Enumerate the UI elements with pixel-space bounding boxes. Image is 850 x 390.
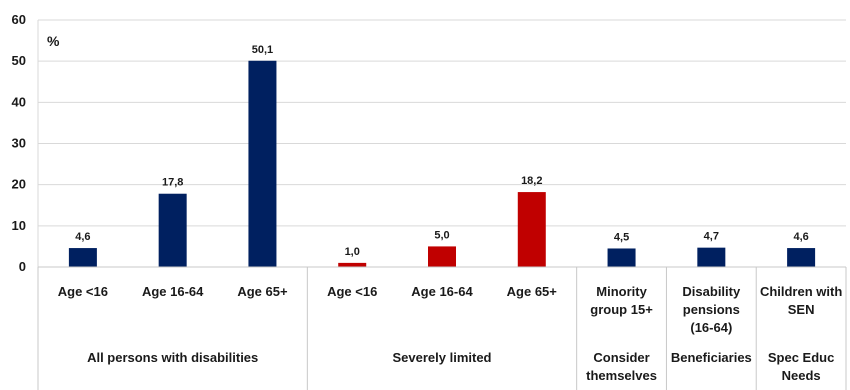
- bars: [68, 60, 816, 267]
- y-tick-label: 60: [12, 12, 26, 27]
- group-label: Spec Educ: [768, 350, 834, 365]
- x-category-label: Age 16-64: [411, 284, 473, 299]
- y-tick-label: 40: [12, 94, 26, 109]
- data-label: 4,6: [793, 231, 808, 243]
- data-label: 4,6: [75, 231, 90, 243]
- bar: [428, 246, 456, 267]
- x-category-label: Age 65+: [237, 284, 288, 299]
- x-category-label: Disability: [682, 284, 741, 299]
- group-label: Beneficiaries: [671, 350, 752, 365]
- bar: [607, 248, 636, 267]
- data-label: 5,0: [434, 229, 449, 241]
- bar: [248, 60, 277, 267]
- data-label: 1,0: [345, 246, 360, 258]
- data-label: 4,5: [614, 231, 629, 243]
- x-axis: Age <16 Age 16-64 Age 65+ Age <16 Age 16-64 A…: [37, 266, 847, 390]
- x-category-label: group 15+: [590, 302, 653, 317]
- data-label: 17,8: [162, 177, 183, 189]
- y-tick-label: 30: [12, 136, 26, 151]
- x-category-label: Children with: [760, 284, 842, 299]
- y-axis: 0 10 20 30 40 50 60: [12, 12, 39, 274]
- data-labels: 4,6 17,8 50,1 1,0 5,0 18,2 4,5 4,7 4,6: [75, 44, 809, 258]
- y-tick-label: 10: [12, 218, 26, 233]
- bar: [68, 248, 97, 267]
- data-label: 4,7: [704, 231, 719, 243]
- data-label: 18,2: [521, 175, 542, 187]
- bar: [158, 193, 187, 267]
- y-tick-label: 20: [12, 177, 26, 192]
- x-category-label: Age <16: [327, 284, 377, 299]
- group-label: All persons with disabilities: [87, 350, 258, 365]
- unit-label: %: [47, 33, 60, 49]
- bar: [517, 192, 546, 267]
- x-category-label: Minority: [596, 284, 647, 299]
- x-category-label: Age <16: [58, 284, 108, 299]
- group-label: Consider: [593, 350, 649, 365]
- bar: [697, 247, 726, 267]
- x-category-label: (16-64): [690, 320, 732, 335]
- x-category-label: SEN: [788, 302, 815, 317]
- data-label: 50,1: [252, 44, 273, 56]
- group-label: Severely limited: [393, 350, 492, 365]
- bar: [787, 248, 816, 267]
- x-category-label: Age 65+: [507, 284, 558, 299]
- group-label: themselves: [586, 368, 657, 383]
- x-category-label: pensions: [683, 302, 740, 317]
- y-tick-label: 50: [12, 53, 26, 68]
- x-category-label: Age 16-64: [142, 284, 204, 299]
- bar: [338, 262, 367, 267]
- y-tick-label: 0: [19, 259, 26, 274]
- group-label: Needs: [782, 368, 821, 383]
